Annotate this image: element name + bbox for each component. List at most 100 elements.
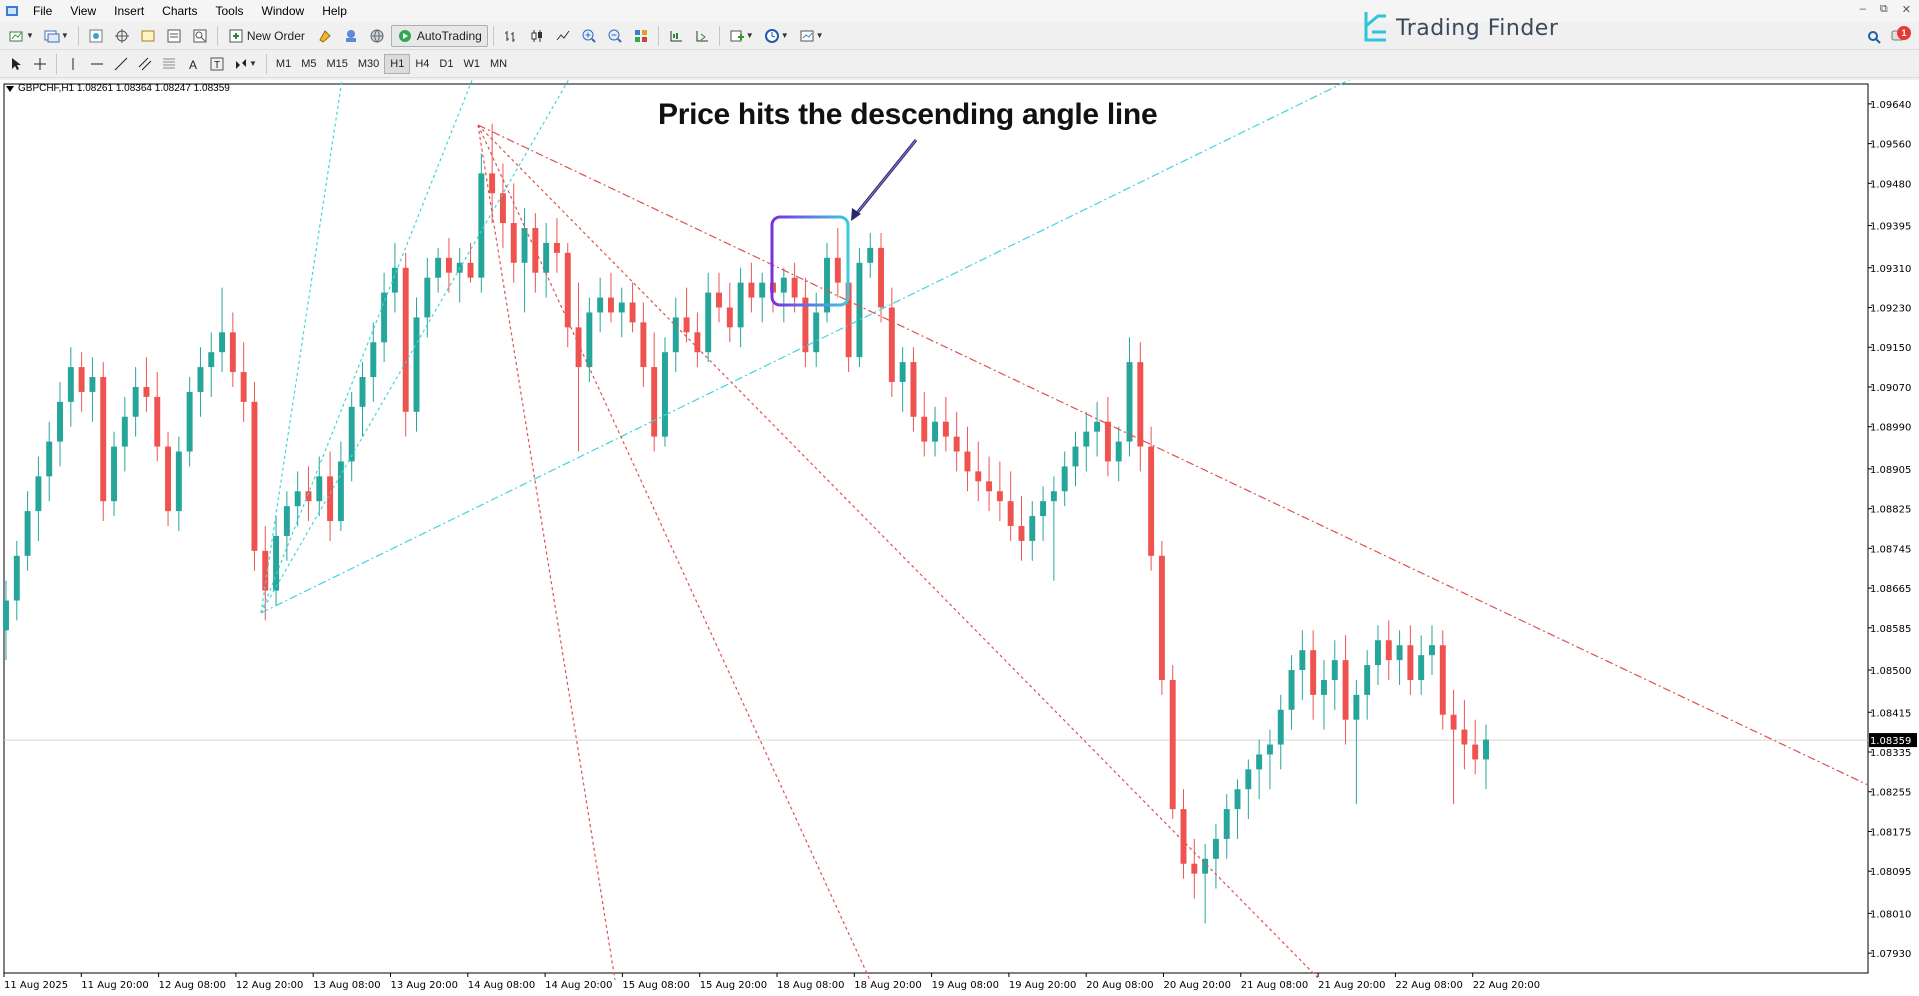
signals-button[interactable]: [339, 25, 363, 47]
new-order-button[interactable]: New Order: [223, 25, 311, 47]
notifications-button[interactable]: 1: [1891, 26, 1911, 46]
chart-shift-button[interactable]: [664, 25, 688, 47]
cursor-button[interactable]: [5, 53, 27, 75]
candle-body: [35, 476, 42, 512]
data-window-icon: [141, 30, 155, 41]
time-label: 19 Aug 08:00: [932, 980, 999, 991]
candle-body: [1029, 516, 1036, 541]
horizontal-line-button[interactable]: [86, 53, 108, 75]
candle-body: [1472, 744, 1479, 760]
svg-text:A: A: [189, 58, 197, 71]
close-icon[interactable]: ✕: [1901, 4, 1911, 16]
menu-window[interactable]: Window: [261, 4, 305, 18]
signals-icon: [345, 29, 356, 42]
time-label: 18 Aug 08:00: [777, 980, 844, 991]
candle-body: [154, 396, 161, 447]
menu-tools[interactable]: Tools: [215, 4, 244, 18]
descending-angle-line: [477, 124, 616, 981]
candle-body: [878, 247, 885, 308]
bar-chart-icon: [504, 30, 515, 42]
candle-body: [824, 257, 830, 313]
chart-shift-icon: [670, 30, 682, 41]
price-label: 1.09480: [1870, 179, 1911, 190]
timeframe-m5[interactable]: M5: [301, 57, 317, 70]
trendline-button[interactable]: [110, 53, 132, 75]
tile-windows-button[interactable]: [629, 25, 653, 47]
navigator-button[interactable]: [110, 25, 134, 47]
market-button[interactable]: [365, 25, 389, 47]
text-icon: A: [189, 58, 197, 71]
candle-body: [337, 461, 344, 522]
candle-body: [1158, 555, 1165, 680]
candle-body: [1061, 466, 1068, 492]
price-chart[interactable]: 1.09640 1.09560 1.09480 1.09395 1.09310 1.092…: [0, 80, 1919, 996]
terminal-button[interactable]: [162, 25, 186, 47]
autoscroll-button[interactable]: [690, 25, 714, 47]
menu-insert[interactable]: Insert: [114, 4, 145, 18]
globe-icon: [370, 29, 384, 43]
line-chart-icon: [556, 30, 570, 40]
arrows-button[interactable]: ▼: [230, 53, 261, 75]
autotrading-button[interactable]: AutoTrading: [390, 24, 488, 47]
candle-body: [229, 332, 236, 373]
navigator-icon: [114, 28, 129, 43]
data-window-button[interactable]: [136, 25, 160, 47]
timeframe-h4[interactable]: H4: [415, 57, 430, 70]
timeframe-m1[interactable]: M1: [275, 57, 292, 70]
profiles-button[interactable]: ▼: [40, 25, 73, 47]
zoom-in-button[interactable]: [577, 25, 601, 47]
bar-chart-button[interactable]: [499, 25, 523, 47]
strategy-tester-button[interactable]: [188, 25, 212, 47]
time-label: 18 Aug 20:00: [854, 980, 921, 991]
periods-button[interactable]: ▼: [760, 25, 793, 47]
market-watch-button[interactable]: [84, 25, 108, 47]
timeframe-d1[interactable]: D1: [439, 57, 454, 70]
metaeditor-button[interactable]: [313, 25, 337, 47]
candle-body: [402, 267, 409, 412]
time-label: 11 Aug 2025: [4, 980, 68, 991]
candle-body: [1018, 526, 1025, 541]
menu-charts[interactable]: Charts: [162, 4, 198, 18]
candle-body: [607, 297, 614, 313]
candle-body: [856, 262, 863, 358]
menu-help[interactable]: Help: [322, 4, 347, 18]
price-label: 1.08825: [1870, 505, 1911, 516]
chart-window[interactable]: 1.09640 1.09560 1.09480 1.09395 1.09310 1.092…: [0, 80, 1919, 996]
crosshair-icon: [34, 57, 46, 70]
line-studies-toolbar: A T ▼ M1 M5 M15 M30 H1 H4 D1 W1 MN: [0, 50, 1919, 78]
candle-body: [975, 471, 982, 482]
candle-body: [46, 441, 53, 477]
candle-body: [1277, 709, 1284, 745]
candle-body: [1483, 739, 1489, 760]
timeframe-m15[interactable]: M15: [326, 57, 348, 70]
crosshair-button[interactable]: [29, 53, 51, 75]
line-chart-button[interactable]: [551, 25, 575, 47]
text-button[interactable]: A: [182, 53, 204, 75]
timeframe-m30[interactable]: M30: [357, 57, 380, 70]
minimize-icon[interactable]: –: [1859, 3, 1866, 15]
price-label: 1.07930: [1870, 949, 1911, 960]
time-label: 12 Aug 08:00: [159, 980, 226, 991]
menu-file[interactable]: File: [33, 4, 53, 18]
new-chart-button[interactable]: ▼: [5, 25, 38, 47]
time-label: 15 Aug 20:00: [700, 980, 767, 991]
timeframe-w1[interactable]: W1: [463, 57, 480, 70]
fibonacci-button[interactable]: [158, 53, 180, 75]
search-icon[interactable]: [1867, 30, 1881, 44]
vertical-line-button[interactable]: [62, 53, 84, 75]
templates-button[interactable]: ▼: [795, 25, 828, 47]
timeframe-mn[interactable]: MN: [489, 57, 508, 70]
menu-view[interactable]: View: [70, 4, 97, 18]
restore-icon[interactable]: ⧉: [1879, 3, 1888, 15]
candlestick-button[interactable]: [525, 25, 549, 47]
equidistant-channel-button[interactable]: [134, 53, 156, 75]
text-label-button[interactable]: T: [206, 53, 228, 75]
candle-body: [57, 401, 63, 442]
time-label: 20 Aug 08:00: [1086, 980, 1153, 991]
timeframe-h1[interactable]: H1: [384, 53, 411, 74]
indicators-button[interactable]: ▼: [725, 25, 758, 47]
plot-frame: [3, 83, 1869, 974]
candle-body: [1407, 645, 1414, 680]
zoom-out-button[interactable]: [603, 25, 627, 47]
descending-angle-line: [477, 124, 1321, 981]
